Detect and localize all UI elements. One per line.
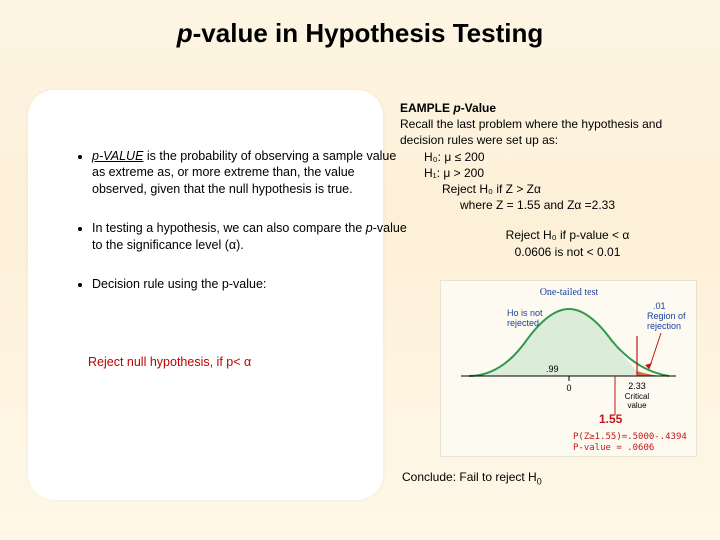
bullet-2a: In testing a hypothesis, we can also com… <box>92 221 366 235</box>
not-rej-2: rejected <box>507 318 539 328</box>
ex-rej2b: 0.0606 is not < 0.01 <box>430 244 705 260</box>
example-column: EAMPLE p-Value Recall the last problem w… <box>400 100 705 260</box>
ex-where: where Z = 1.55 and Zα =2.33 <box>460 197 705 213</box>
bullet-list: p-VALUE is the probability of observing … <box>52 148 412 315</box>
example-heading: EAMPLE p-Value <box>400 100 705 116</box>
region-3: rejection <box>647 321 681 331</box>
observed-label: 1.55 <box>599 412 623 426</box>
ex-h1: H₁: μ > 200 <box>424 165 705 181</box>
ex-heading-a: EAMPLE <box>400 101 453 115</box>
region-2: Region of <box>647 311 686 321</box>
critical-lbl2: Critical <box>625 392 650 401</box>
ex-heading-b: p <box>453 101 460 115</box>
chart-svg: One-tailed test 0 .99 2.33 Critical valu… <box>441 281 696 456</box>
chart-title: One-tailed test <box>540 287 599 298</box>
page-title: p-value in Hypothesis Testing <box>0 18 720 49</box>
reject-rule: Reject null hypothesis, if p< α <box>88 355 251 369</box>
pz-line: P(Z≥1.55)=.5000-.4394 <box>573 432 687 442</box>
bullet-1: p-VALUE is the probability of observing … <box>92 148 412 199</box>
not-rej-1: Ho is not <box>507 308 543 318</box>
pvalue-line: P-value = .0606 <box>573 443 654 453</box>
ex-line1: Recall the last problem where the hypoth… <box>400 116 705 148</box>
title-p: p <box>177 18 193 48</box>
pvalue-term: p-VALUE <box>92 149 143 163</box>
ex-rej2: Reject H₀ if p-value < α 0.0606 is not <… <box>430 227 705 259</box>
zero-label: 0 <box>566 383 571 393</box>
ex-h0: H₀: μ ≤ 200 <box>424 149 705 165</box>
ex-heading-c: -Value <box>461 101 496 115</box>
critical-val: 2.33 <box>628 381 646 391</box>
conclude-a: Conclude: Fail to reject H <box>402 470 537 484</box>
region-1: .01 <box>653 301 666 311</box>
title-rest: -value in Hypothesis Testing <box>193 18 544 48</box>
bullet-2: In testing a hypothesis, we can also com… <box>92 220 412 254</box>
bullet-3: Decision rule using the p-value: <box>92 276 412 293</box>
ex-rej: Reject H₀ if Z > Zα <box>442 181 705 197</box>
bullet-3-text: Decision rule using the p-value: <box>92 277 266 291</box>
ex-rej2a: Reject H₀ if p-value < α <box>430 227 705 243</box>
conclude-b: 0 <box>537 476 542 486</box>
conclusion: Conclude: Fail to reject H0 <box>402 470 542 486</box>
bullet-2-p: p <box>366 221 373 235</box>
chart-container: One-tailed test 0 .99 2.33 Critical valu… <box>440 280 697 457</box>
critical-lbl3: value <box>627 401 647 410</box>
prob-99: .99 <box>546 364 559 374</box>
